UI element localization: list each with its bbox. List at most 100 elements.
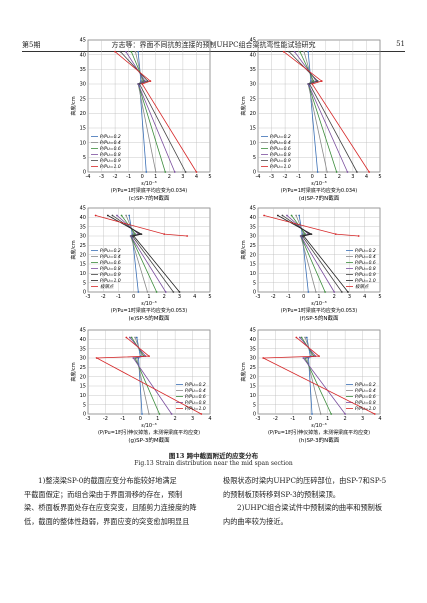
series-point: [137, 83, 140, 85]
series-line: [299, 51, 338, 173]
y-tick-label: 40: [80, 215, 86, 221]
series-point: [128, 214, 131, 217]
x-tick-label: -1: [296, 174, 301, 180]
y-tick-label: 30: [80, 234, 86, 240]
legend-label: P/Pu=0.2: [100, 134, 121, 140]
y-tick-label: 35: [250, 224, 256, 230]
series-point: [311, 413, 313, 415]
legend-label: P/Pu=0.9: [355, 272, 376, 278]
series-point: [295, 214, 298, 217]
legend-label: P/Pu=0.4: [185, 388, 206, 394]
x-tick-label: 4: [195, 174, 198, 180]
series-line: [116, 215, 167, 293]
legend-label: P/Pu=0.2: [355, 248, 376, 254]
series-point: [302, 357, 305, 359]
series-point: [310, 233, 313, 236]
paragraph-line: 内的曲率较为接近。: [223, 516, 288, 526]
series-point: [155, 291, 158, 293]
x-tick-label: 0: [302, 294, 305, 300]
series-point: [145, 171, 148, 173]
series-point: [302, 235, 305, 237]
y-tick-label: 10: [80, 393, 86, 399]
running-title: 方志等：界面不同抗剪连接的预制UHPC组合梁抗弯性能试验研究: [111, 41, 316, 49]
series-point: [326, 171, 329, 173]
chart-caption: (h)SP-3的N截面: [299, 436, 340, 444]
series-point: [319, 413, 322, 415]
page-number: 51: [396, 40, 405, 48]
y-tick-label: 20: [250, 374, 256, 380]
right-column: 极限状态时梁内UHPC的压碎部位，由SP-7和SP-5 的预制板顶转移到SP-3的…: [223, 474, 395, 528]
series-point: [333, 291, 336, 293]
y-tick-label: 35: [80, 346, 86, 352]
chart-note: (P/Pu=1时梁底平均应变为0.053): [281, 307, 357, 314]
series-point: [330, 413, 333, 415]
x-axis-label: ε/10⁻³: [311, 301, 326, 307]
series-point: [130, 50, 133, 53]
y-tick-label: 5: [253, 402, 256, 408]
paragraph-line: 平截面假定；而组合梁由于界面滑移的存在，预制: [24, 489, 183, 499]
legend-label: P/Pu=0.4: [355, 254, 376, 260]
chart-note: (P/Pu=1时引伸仪掉落，未测得梁底平均应变): [98, 429, 200, 436]
series-point: [307, 50, 310, 53]
legend-label: P/Pu=0.9: [270, 158, 291, 164]
legend-label: P/Pu=0.8: [100, 152, 121, 158]
series-point: [320, 80, 323, 82]
series-point: [308, 83, 311, 85]
y-tick-label: 5: [83, 402, 86, 408]
x-tick-label: 1: [154, 174, 157, 180]
figure-caption: 图13 跨中截面附近的应变分布: [168, 452, 259, 460]
series-point: [125, 214, 128, 217]
x-tick-label: 3: [351, 174, 354, 180]
series-point: [148, 413, 150, 415]
paragraph-line: 低，截面的整体性趋弱，界面应变的突变愈加明显且: [24, 516, 190, 526]
y-tick-label: 0: [83, 170, 86, 176]
legend-label: P/Pu=1.0: [100, 164, 121, 170]
legend-label: P/Pu=0.6: [270, 146, 291, 152]
x-tick-label: -2: [283, 174, 288, 180]
x-tick-label: -4: [256, 174, 261, 180]
series-point: [137, 50, 140, 53]
x-tick-label: 2: [338, 174, 341, 180]
series-point: [304, 336, 306, 339]
series-point: [129, 235, 132, 237]
x-tick-label: 4: [208, 416, 211, 422]
x-tick-label: -2: [101, 294, 106, 300]
series-point: [318, 355, 320, 358]
series-point: [315, 291, 317, 293]
x-tick-label: 1: [326, 416, 329, 422]
legend-label: P/Pu=0.8: [270, 152, 291, 158]
series-line: [125, 51, 176, 173]
x-tick-label: 2: [174, 416, 177, 422]
series-point: [311, 83, 314, 85]
x-tick-label: -1: [120, 416, 125, 422]
series-point: [290, 214, 293, 217]
legend-label: P/Pu=0.2: [355, 382, 376, 388]
y-tick-label: 10: [250, 140, 256, 146]
series-line: [120, 51, 186, 173]
y-tick-label: 20: [80, 374, 86, 380]
series-point: [130, 336, 133, 339]
y-tick-label: 30: [250, 234, 256, 240]
series-point: [95, 357, 98, 359]
series-line: [134, 337, 150, 415]
series-point: [132, 357, 135, 359]
y-tick-label: 15: [80, 384, 86, 390]
y-tick-label: 40: [250, 337, 256, 343]
y-tick-label: 10: [250, 393, 256, 399]
series-line: [282, 215, 343, 293]
x-tick-label: 5: [378, 294, 381, 300]
x-tick-label: -2: [271, 294, 276, 300]
y-tick-label: 25: [250, 365, 256, 371]
series-point: [293, 50, 296, 53]
series-point: [178, 291, 181, 293]
x-tick-label: 2: [163, 294, 166, 300]
y-tick-label: 0: [253, 290, 256, 296]
series-point: [120, 214, 123, 217]
legend-label: P/Pu=0.8: [100, 266, 121, 272]
paragraph-line: 1)整浇梁SP-0的截面应变分布能较好地满足: [38, 476, 177, 485]
y-tick-label: 0: [83, 290, 86, 296]
y-tick-label: 35: [250, 346, 256, 352]
x-tick-label: -1: [116, 294, 121, 300]
series-point: [356, 171, 358, 173]
y-tick-label: 45: [250, 328, 256, 334]
